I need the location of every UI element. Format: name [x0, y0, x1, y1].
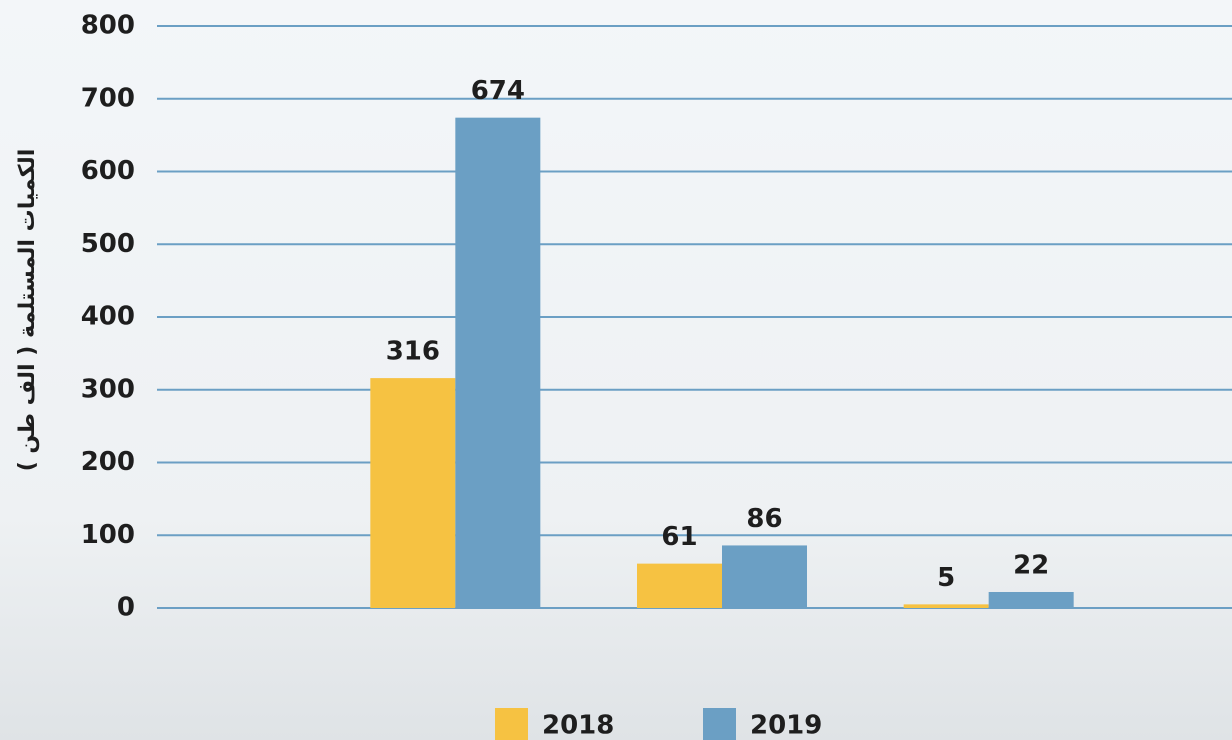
y-tick-label: 700	[81, 83, 135, 113]
bar	[903, 604, 989, 608]
legend-swatch	[495, 708, 528, 740]
y-tick-label: 0	[117, 593, 135, 623]
y-tick-label: 200	[81, 447, 135, 477]
value-label: 61	[661, 522, 697, 552]
value-label: 5	[937, 563, 955, 593]
y-tick-label: 600	[81, 156, 135, 186]
y-tick-label: 100	[81, 520, 135, 550]
bar	[455, 117, 541, 608]
legend-swatch	[703, 708, 736, 740]
y-axis-label: الكميات المستلمة ( الف طن )	[15, 149, 40, 472]
y-tick-label: 400	[81, 302, 135, 332]
y-tick-label: 300	[81, 374, 135, 404]
value-label: 674	[471, 76, 525, 106]
value-label: 316	[386, 337, 440, 367]
legend-label: 2019	[750, 711, 822, 740]
value-label: 86	[746, 504, 782, 534]
y-tick-label: 500	[81, 229, 135, 259]
bar	[637, 563, 722, 608]
legend-label: 2018	[542, 711, 614, 740]
bar	[722, 545, 807, 608]
y-tick-label: 800	[81, 11, 135, 41]
bar	[370, 378, 456, 608]
bar	[988, 591, 1074, 608]
value-label: 22	[1013, 550, 1049, 580]
